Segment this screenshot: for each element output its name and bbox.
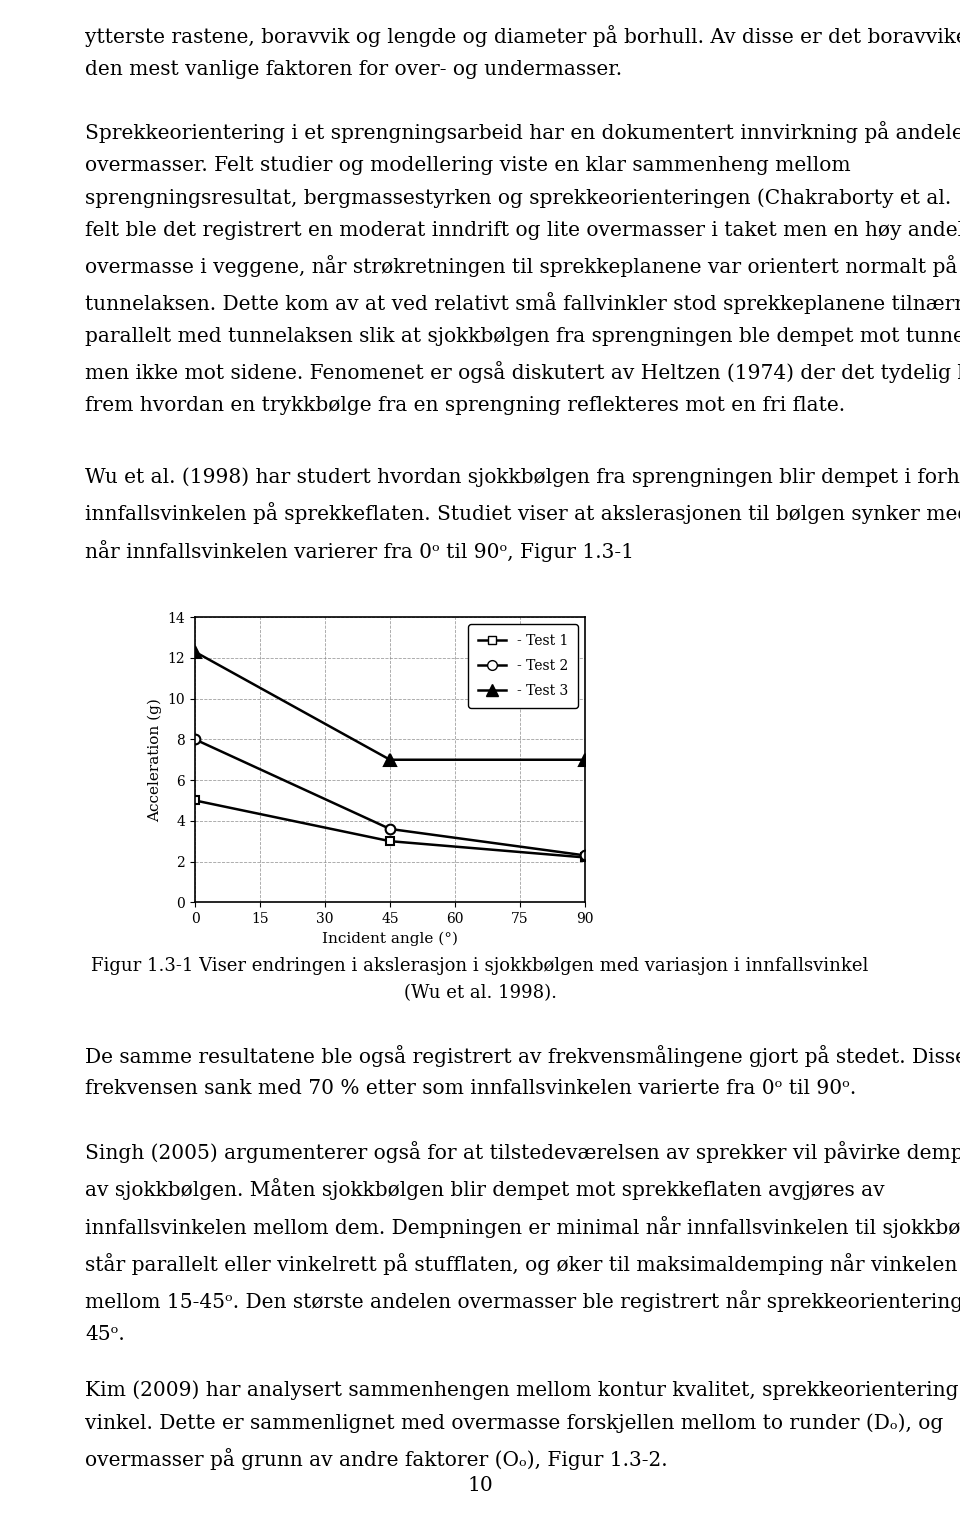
- Text: Kim (2009) har analysert sammenhengen mellom kontur kvalitet, sprekkeorientering: Kim (2009) har analysert sammenhengen me…: [85, 1380, 960, 1469]
- Legend: - Test 1, - Test 2, - Test 3: - Test 1, - Test 2, - Test 3: [468, 624, 578, 707]
- X-axis label: Incident angle (°): Incident angle (°): [322, 931, 458, 946]
- Text: ytterste rastene, boravvik og lengde og diameter på borhull. Av disse er det bor: ytterste rastene, boravvik og lengde og …: [85, 24, 960, 79]
- Text: Wu et al. (1998) har studert hvordan sjokkbølgen fra sprengningen blir dempet i : Wu et al. (1998) har studert hvordan sjo…: [85, 467, 960, 561]
- Text: Sprekkeorientering i et sprengningsarbeid har en dokumentert innvirkning på ande: Sprekkeorientering i et sprengningsarbei…: [85, 122, 960, 415]
- Text: De samme resultatene ble også registrert av frekvensmålingene gjort på stedet. D: De samme resultatene ble også registrert…: [85, 1045, 960, 1098]
- Text: 10: 10: [468, 1475, 492, 1495]
- Y-axis label: Acceleration (g): Acceleration (g): [148, 698, 162, 821]
- Text: Singh (2005) argumenterer også for at tilstedeværelsen av sprekker vil påvirke d: Singh (2005) argumenterer også for at ti…: [85, 1141, 960, 1345]
- Text: Figur 1.3-1 Viser endringen i akslerasjon i sjokkbølgen med variasjon i innfalls: Figur 1.3-1 Viser endringen i akslerasjo…: [91, 957, 869, 1002]
